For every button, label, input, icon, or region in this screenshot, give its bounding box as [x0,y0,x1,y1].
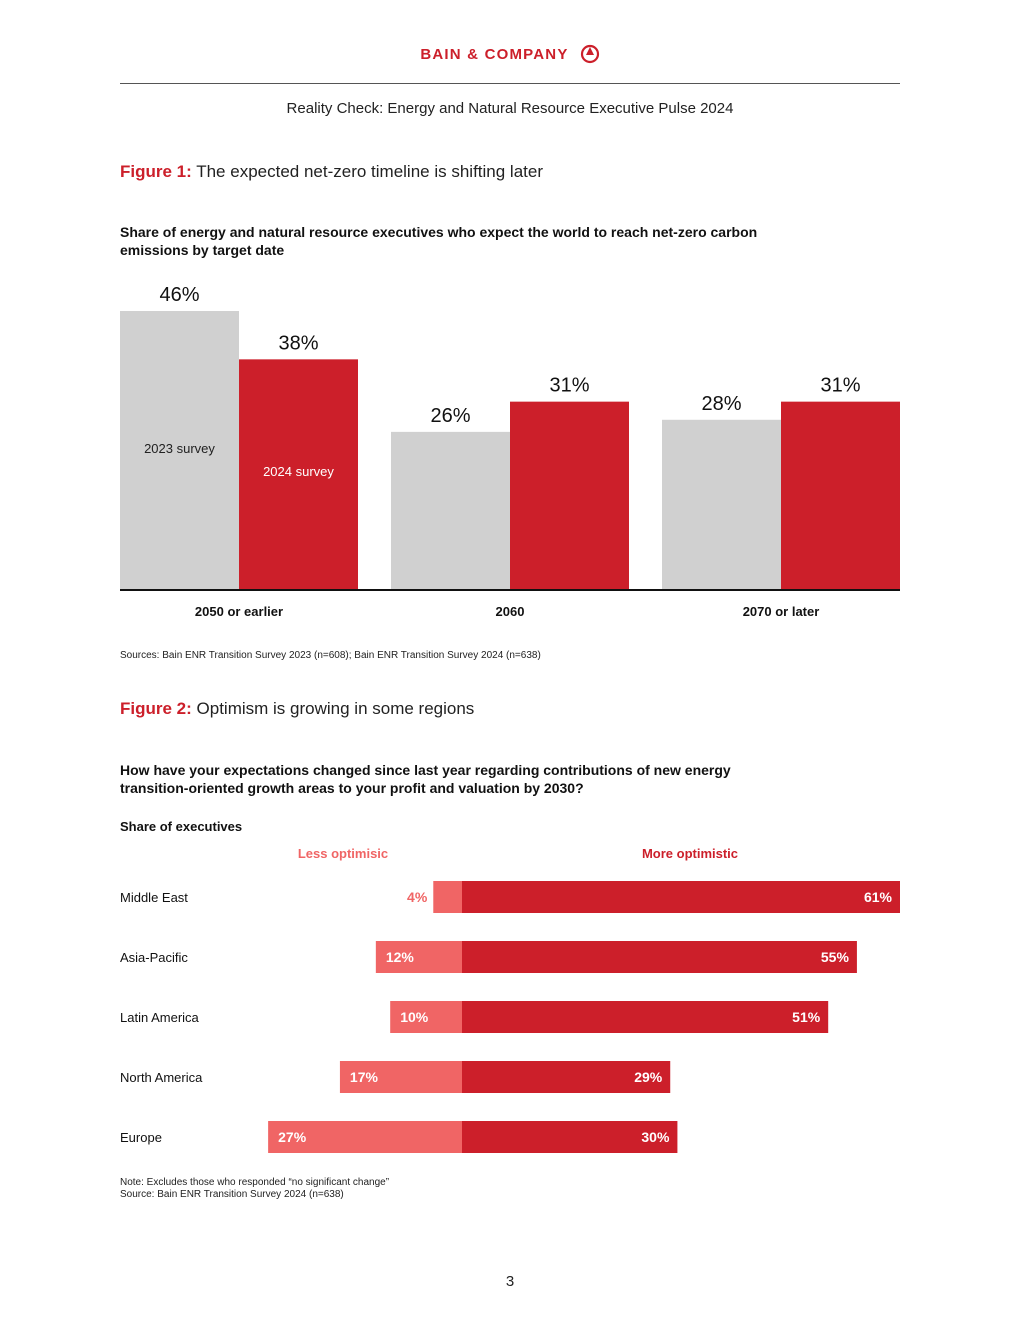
value-label-more-latin-america: 51% [792,1009,821,1025]
value-label-2070-or-later-2024-survey: 31% [820,375,860,397]
bar-2070-or-later-2023-survey [662,419,781,589]
figure2-notes: Note: Excludes those who responded “no s… [120,1177,389,1201]
bar-2060-2023-survey [391,431,510,589]
value-label-less-asia-pacific: 12% [386,949,415,965]
value-label-more-north-america: 29% [634,1069,663,1085]
figure2-note: Note: Excludes those who responded “no s… [120,1177,390,1188]
bar-less-middle-east [433,881,462,913]
figure1-title-text: The expected net-zero timeline is shifti… [196,162,544,181]
bar-more-latin-america [462,1001,829,1033]
value-label-less-europe: 27% [278,1129,307,1145]
legend-more-optimistic: More optimistic [642,846,738,861]
bar-less-asia-pacific [375,941,462,973]
brand-header: BAIN & COMPANY [0,44,1020,64]
bar-less-europe [268,1121,462,1153]
value-label-more-asia-pacific: 55% [821,949,850,965]
bar-more-europe [462,1121,678,1153]
figure2-axis-title: Share of executives [120,819,243,834]
value-label-2070-or-later-2023-survey: 28% [701,393,741,415]
figure1-title: Figure 1: The expected net-zero timeline… [120,162,543,182]
value-label-less-middle-east: 4% [407,889,428,905]
legend-2024-survey: 2024 survey [263,464,334,479]
value-label-2050-or-earlier-2024-survey: 38% [278,332,318,354]
bar-less-latin-america [390,1001,462,1033]
value-label-2050-or-earlier-2023-survey: 46% [159,284,199,306]
value-label-less-latin-america: 10% [400,1009,429,1025]
figure2-title-text: Optimism is growing in some regions [196,699,475,718]
figure2-source: Source: Bain ENR Transition Survey 2024 … [120,1189,344,1200]
header-divider [120,83,900,84]
figure1-source: Sources: Bain ENR Transition Survey 2023… [120,650,541,661]
value-label-2060-2023-survey: 26% [430,405,470,427]
page-number: 3 [505,1273,515,1290]
brand-logo-icon [580,44,599,64]
bar-2050-or-earlier-2023-survey [120,311,239,589]
category-label-2050-or-earlier: 2050 or earlier [195,604,283,619]
brand-name: BAIN & COMPANY [420,46,569,63]
figure2-label: Figure 2: [120,699,192,718]
legend-2023-survey: 2023 survey [144,441,215,456]
figure1-subtitle: Share of energy and natural resource exe… [120,224,758,258]
legend-less-optimistic: Less optimisic [298,846,388,861]
region-label-europe: Europe [120,1130,162,1145]
value-label-more-europe: 30% [641,1129,670,1145]
document-title: Reality Check: Energy and Natural Resour… [286,100,734,117]
region-label-middle-east: Middle East [120,890,188,905]
figure1-label: Figure 1: [120,162,192,181]
bar-2070-or-later-2024-survey [781,401,900,589]
category-label-2070-or-later: 2070 or later [743,604,820,619]
figure2-subtitle: How have your expectations changed since… [120,762,731,796]
region-label-north-america: North America [120,1070,203,1085]
value-label-2060-2024-survey: 31% [549,375,589,397]
bar-less-north-america [339,1061,462,1093]
figure2-diverging-bar-chart: Less optimisic More optimistic Middle East… [120,846,900,1153]
category-label-2060: 2060 [496,604,525,619]
value-label-less-north-america: 17% [350,1069,379,1085]
bar-more-middle-east [462,881,900,913]
bar-more-north-america [462,1061,671,1093]
figure1-bar-chart: 46% 38% 2050 or earlier 26% 31% 2060 28% 31% 207… [120,284,900,619]
value-label-more-middle-east: 61% [864,889,893,905]
region-label-asia-pacific: Asia-Pacific [120,950,188,965]
region-label-latin-america: Latin America [120,1010,200,1025]
bar-2060-2024-survey [510,401,629,589]
bar-2050-or-earlier-2024-survey [239,359,358,589]
figure2-title: Figure 2: Optimism is growing in some re… [120,699,474,719]
bar-more-asia-pacific [462,941,857,973]
